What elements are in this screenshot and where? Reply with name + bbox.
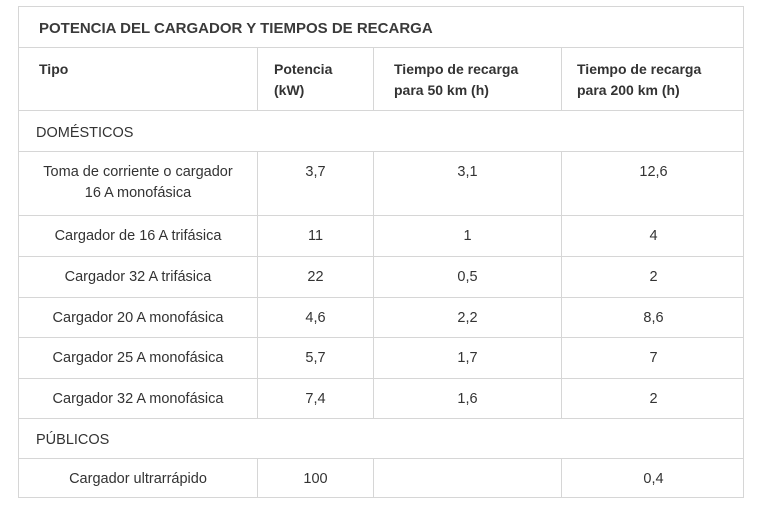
table-header-row: Tipo Potencia (kW) Tiempo de recarga par… [19, 48, 743, 111]
cell-potencia: 4,6 [257, 298, 373, 337]
cell-tiempo-50km: 3,1 [373, 152, 561, 215]
cell-tipo: Toma de corriente o cargador 16 A monofá… [19, 152, 257, 215]
header-tiempo-200km: Tiempo de recarga para 200 km (h) [561, 48, 745, 110]
header-tiempo-50km-line1: Tiempo de recarga [394, 61, 519, 77]
cell-potencia: 3,7 [257, 152, 373, 215]
header-potencia: Potencia (kW) [257, 48, 373, 110]
cell-tipo-line1: Toma de corriente o cargador [43, 164, 233, 180]
header-tipo-label: Tipo [39, 61, 69, 77]
header-tiempo-200km-line2: para 200 km (h) [577, 82, 680, 98]
section-row-domesticos: DOMÉSTICOS [19, 111, 743, 152]
header-tipo: Tipo [19, 48, 257, 110]
cell-tiempo-50km: 0,5 [373, 257, 561, 297]
cell-tiempo-200km: 4 [561, 216, 745, 256]
charging-table: POTENCIA DEL CARGADOR Y TIEMPOS DE RECAR… [18, 6, 744, 498]
cell-tipo: Cargador 32 A monofásica [52, 391, 224, 407]
cell-tipo-line2: 16 A monofásica [84, 185, 192, 201]
cell-tipo: Cargador 32 A trifásica [64, 269, 212, 285]
cell-tipo: Cargador 20 A monofásica [52, 310, 224, 326]
section-label-publicos: PÚBLICOS [36, 432, 110, 448]
table-row: Toma de corriente o cargador 16 A monofá… [19, 152, 743, 216]
table-row: Cargador de 16 A trifásica 11 1 4 [19, 216, 743, 257]
section-label-domesticos: DOMÉSTICOS [36, 125, 134, 141]
cell-tiempo-200km: 7 [561, 338, 745, 378]
cell-potencia: 7,4 [257, 379, 373, 418]
cell-tiempo-50km: 1,6 [373, 379, 561, 418]
section-row-publicos: PÚBLICOS [19, 419, 743, 459]
header-potencia-line2: (kW) [274, 82, 305, 98]
cell-potencia: 100 [257, 459, 373, 497]
cell-potencia: 11 [257, 216, 373, 256]
cell-tiempo-50km [373, 459, 561, 497]
cell-tiempo-50km: 1 [373, 216, 561, 256]
header-tiempo-50km-line2: para 50 km (h) [394, 82, 489, 98]
table-row: Cargador 20 A monofásica 4,6 2,2 8,6 [19, 298, 743, 338]
header-potencia-line1: Potencia [274, 61, 333, 77]
cell-tiempo-200km: 8,6 [561, 298, 745, 337]
cell-tipo: Cargador de 16 A trifásica [54, 228, 222, 244]
cell-tiempo-200km: 12,6 [561, 152, 745, 215]
cell-tipo: Cargador 25 A monofásica [52, 350, 224, 366]
table-title-row: POTENCIA DEL CARGADOR Y TIEMPOS DE RECAR… [19, 7, 743, 48]
header-tiempo-50km: Tiempo de recarga para 50 km (h) [373, 48, 561, 110]
table-row: Cargador ultrarrápido 100 0,4 [19, 459, 743, 497]
cell-tiempo-50km: 2,2 [373, 298, 561, 337]
cell-tiempo-200km: 2 [561, 379, 745, 418]
header-tiempo-200km-line1: Tiempo de recarga [577, 61, 702, 77]
cell-tiempo-50km: 1,7 [373, 338, 561, 378]
cell-tiempo-200km: 0,4 [561, 459, 745, 497]
cell-potencia: 22 [257, 257, 373, 297]
table-row: Cargador 32 A monofásica 7,4 1,6 2 [19, 379, 743, 419]
table-row: Cargador 25 A monofásica 5,7 1,7 7 [19, 338, 743, 379]
cell-potencia: 5,7 [257, 338, 373, 378]
table-row: Cargador 32 A trifásica 22 0,5 2 [19, 257, 743, 298]
cell-tipo: Cargador ultrarrápido [69, 471, 207, 487]
table-title: POTENCIA DEL CARGADOR Y TIEMPOS DE RECAR… [39, 20, 433, 37]
cell-tiempo-200km: 2 [561, 257, 745, 297]
